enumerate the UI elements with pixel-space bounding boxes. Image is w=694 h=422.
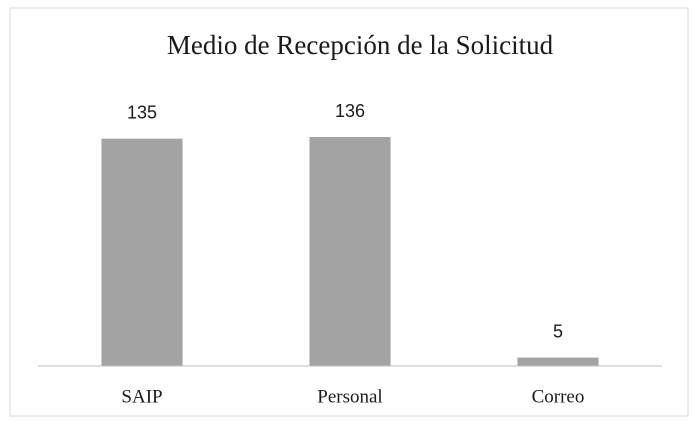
- data-label: 136: [335, 101, 365, 121]
- x-tick-label: Correo: [532, 386, 585, 407]
- bar: [101, 138, 183, 366]
- x-tick-label: Personal: [317, 386, 382, 407]
- bar: [517, 357, 599, 366]
- chart-title: Medio de Recepción de la Solicitud: [167, 30, 554, 60]
- chart-frame: [9, 7, 689, 417]
- data-label: 5: [553, 321, 563, 341]
- data-label: 135: [127, 102, 157, 122]
- bar: [309, 137, 391, 366]
- x-tick-label: SAIP: [121, 386, 162, 407]
